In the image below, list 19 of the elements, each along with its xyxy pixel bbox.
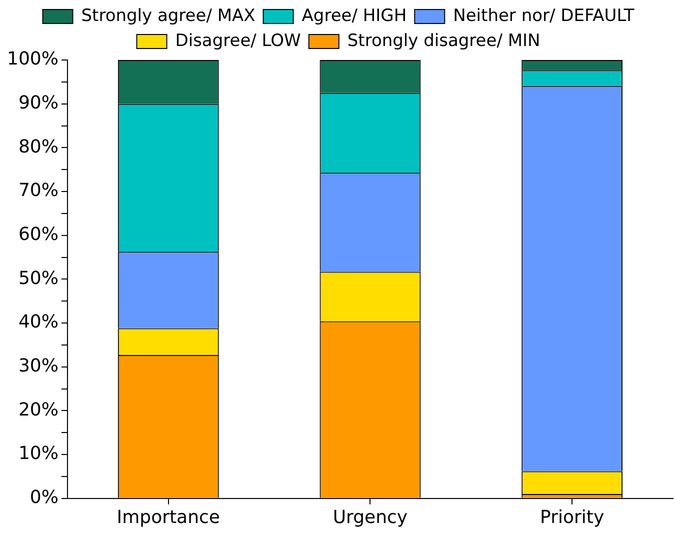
- legend-label: Neither nor/ DEFAULT: [453, 6, 635, 26]
- y-tick-label: 0%: [30, 487, 58, 508]
- y-tick-label: 10%: [18, 443, 58, 464]
- y-tick-label: 30%: [18, 356, 58, 377]
- y-tick-label: 20%: [18, 399, 58, 420]
- y-tick-label: 80%: [18, 136, 58, 158]
- y-tick-label: 70%: [18, 180, 58, 202]
- legend-label: Disagree/ LOW: [175, 30, 302, 51]
- legend-label: Strongly agree/ MAX: [81, 6, 256, 26]
- legend-label: Strongly disagree/ MIN: [347, 30, 540, 51]
- legend-label: Agree/ HIGH: [302, 6, 407, 26]
- y-tick-label: 60%: [18, 224, 58, 246]
- y-tick-label: 90%: [18, 92, 58, 114]
- x-tick-label: Priority: [540, 506, 604, 528]
- x-tick-label: Importance: [116, 506, 220, 528]
- y-tick-label: 40%: [18, 312, 58, 333]
- y-tick-label: 100%: [6, 48, 58, 70]
- x-tick-label: Urgency: [332, 506, 408, 528]
- y-tick-label: 50%: [18, 268, 58, 289]
